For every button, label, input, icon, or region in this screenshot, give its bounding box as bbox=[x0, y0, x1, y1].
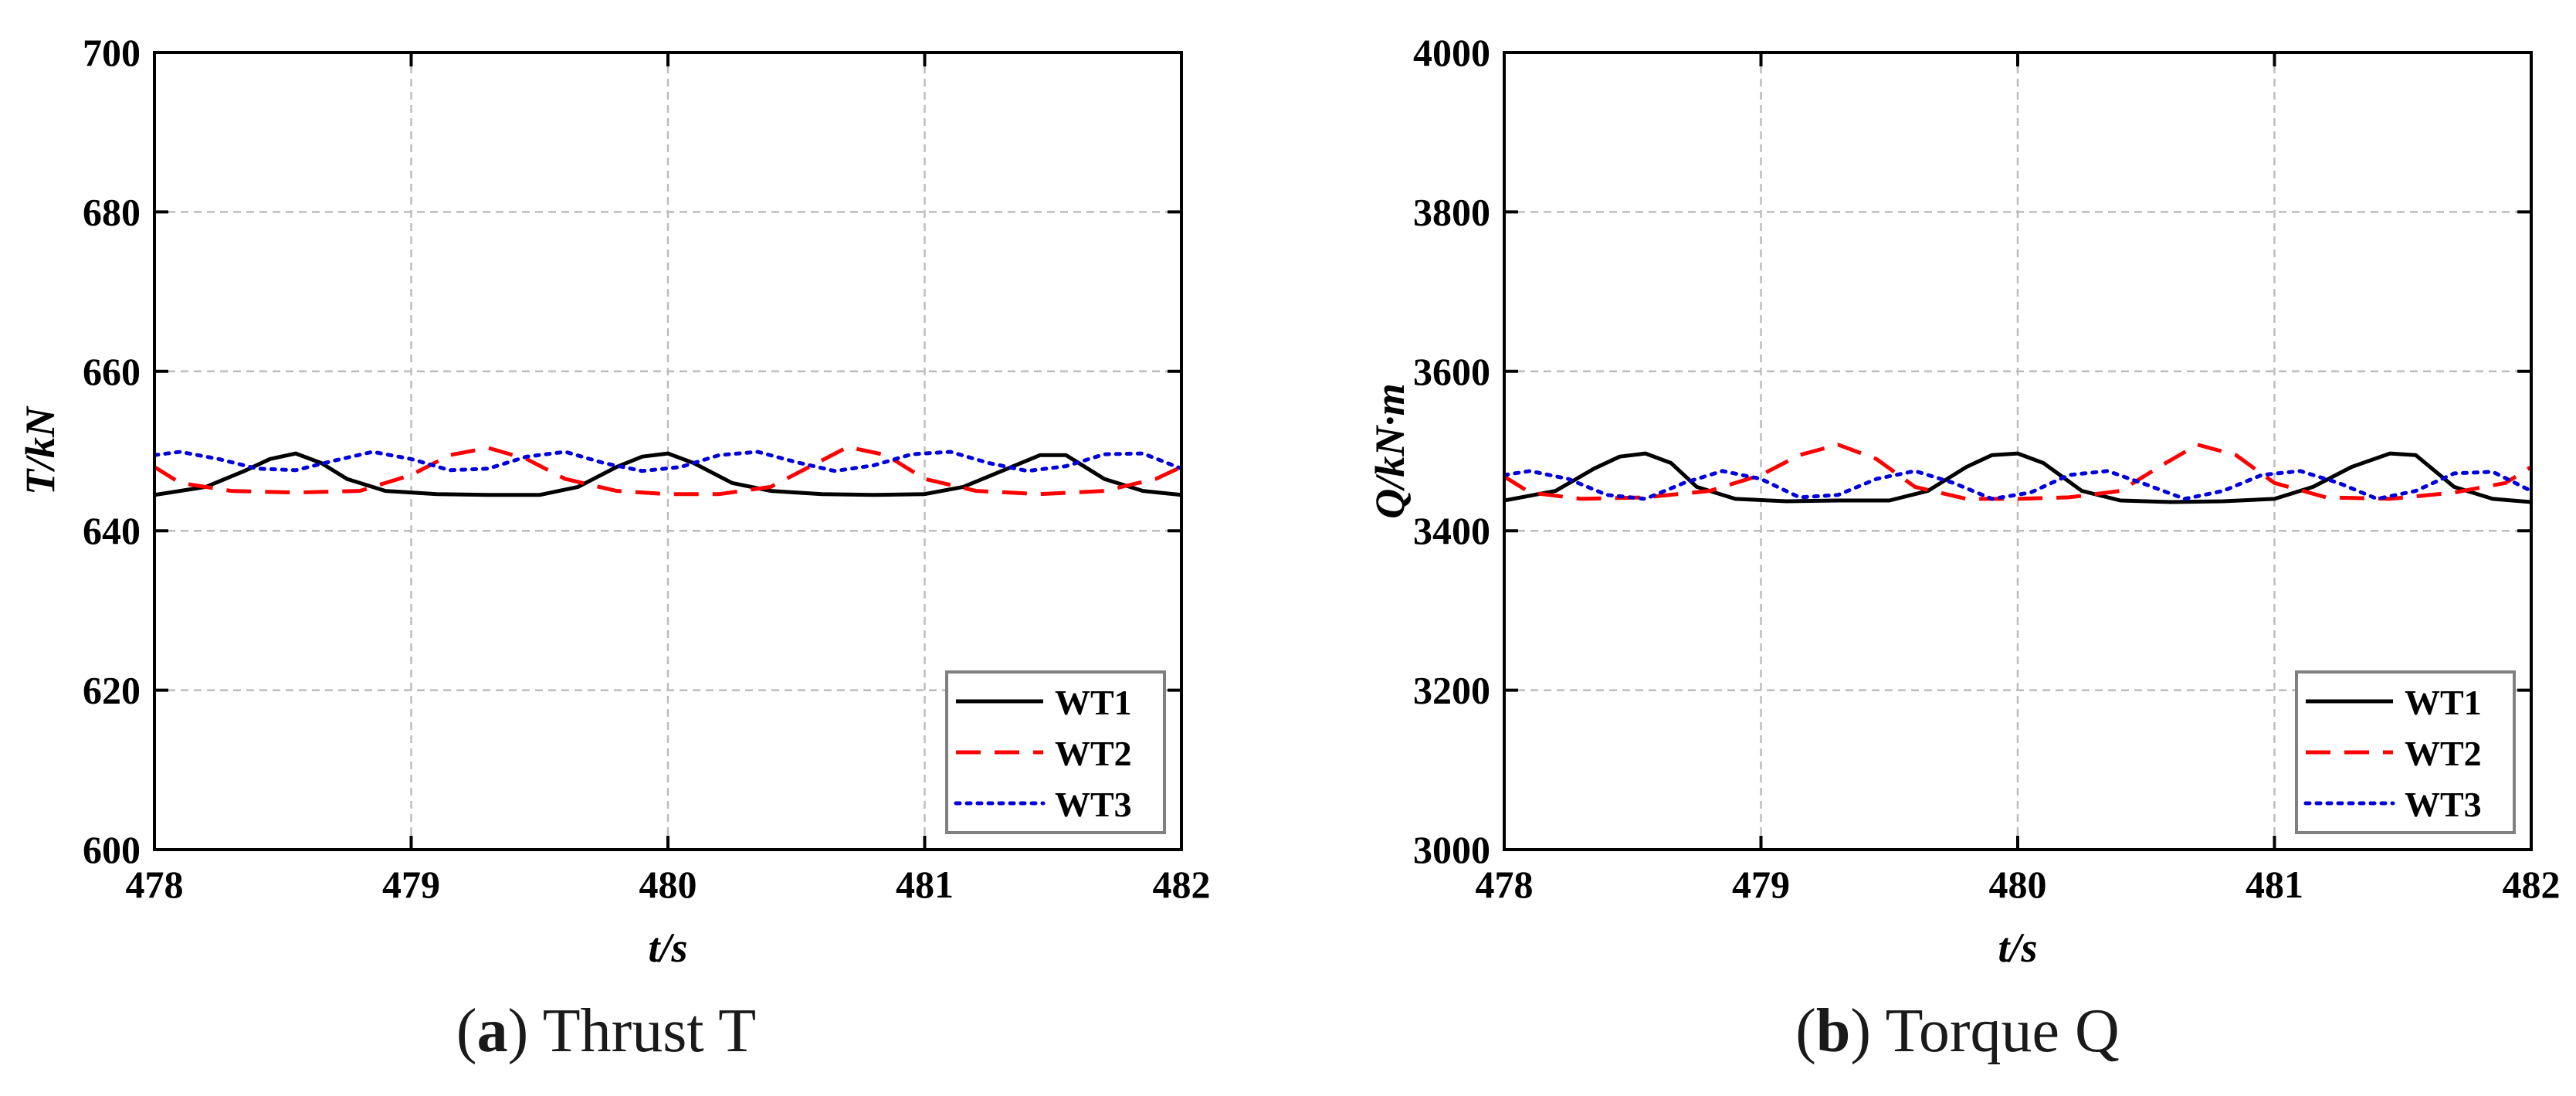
panel-b-ytick-label-1: 3200 bbox=[1413, 669, 1490, 712]
panel-a-legend: WT1 WT2 WT3 bbox=[945, 670, 1166, 834]
panel-a-legend-label-wt1: WT1 bbox=[1055, 683, 1132, 722]
panel-b-ylabel: Q/kN·m bbox=[1367, 383, 1413, 519]
panel-b-torque: 478 479 480 481 482 3000 3200 3400 3600 3800 4000 t… bbox=[1367, 31, 2561, 971]
panel-b-xtick-label-4: 482 bbox=[2503, 863, 2561, 906]
panel-a-xtick-label-2: 480 bbox=[639, 863, 697, 906]
panel-a-xlabel: t/s bbox=[648, 925, 687, 971]
panel-b-xtick-label-3: 481 bbox=[2246, 863, 2303, 906]
panel-b-ytick-label-4: 3800 bbox=[1413, 190, 1490, 233]
panel-b-series-wt2 bbox=[1504, 443, 2531, 501]
panel-b-legend-label-wt1: WT1 bbox=[2405, 683, 2482, 722]
panel-a-ytick-label-0: 600 bbox=[83, 828, 141, 871]
panel-a-ytick-label-1: 620 bbox=[83, 669, 141, 712]
caption-a-letter: a bbox=[476, 997, 508, 1065]
caption-b-letter: b bbox=[1815, 997, 1851, 1065]
caption-b-text: Torque Q bbox=[1885, 997, 2120, 1065]
panel-b-xlabel: t/s bbox=[1998, 925, 2037, 971]
panel-a-xtick-label-0: 478 bbox=[126, 863, 184, 906]
panel-b-legend-label-wt2: WT2 bbox=[2405, 734, 2482, 773]
panel-b-ytick-label-5: 4000 bbox=[1413, 31, 1490, 74]
panel-a-ylabel: T/kN bbox=[17, 405, 63, 495]
panel-b-series-wt1 bbox=[1504, 451, 2531, 504]
caption-b: (b) Torque Q bbox=[1795, 997, 2120, 1065]
panel-a-xtick-label-3: 481 bbox=[896, 863, 954, 906]
panel-a-legend-label-wt2: WT2 bbox=[1055, 734, 1132, 773]
panel-b-xtick-label-1: 479 bbox=[1732, 863, 1790, 906]
panel-a-xtick-label-4: 482 bbox=[1153, 863, 1211, 906]
panel-b-legend: WT1 WT2 WT3 bbox=[2295, 670, 2516, 834]
panel-a-legend-box bbox=[945, 670, 1166, 834]
panel-a-series-wt1 bbox=[154, 451, 1181, 497]
panel-b-legend-label-wt3: WT3 bbox=[2405, 785, 2482, 824]
panel-b-xtick-label-0: 478 bbox=[1476, 863, 1534, 906]
panel-b-ytick-label-0: 3000 bbox=[1413, 828, 1490, 871]
panel-b-xtick-label-2: 480 bbox=[1989, 863, 2047, 906]
caption-a: (a) Thrust T bbox=[456, 997, 757, 1065]
panel-b-series-wt3 bbox=[1504, 469, 2531, 501]
panel-a-ytick-label-2: 640 bbox=[83, 509, 141, 552]
panel-a-ytick-label-4: 680 bbox=[83, 190, 141, 233]
panel-a-thrust: 478 479 480 481 482 600 620 640 660 680 700 t/s T/kN… bbox=[17, 31, 1211, 971]
panel-b-ytick-label-2: 3400 bbox=[1413, 509, 1490, 552]
panel-a-ytick-label-3: 660 bbox=[83, 350, 141, 393]
panel-b-legend-box bbox=[2295, 670, 2516, 834]
panel-a-series-wt3 bbox=[154, 450, 1181, 473]
caption-a-text: Thrust T bbox=[542, 997, 757, 1065]
panel-a-ytick-label-5: 700 bbox=[83, 31, 141, 74]
panel-a-xtick-label-1: 479 bbox=[382, 863, 440, 906]
panel-a-legend-label-wt3: WT3 bbox=[1055, 785, 1132, 824]
panel-b-ytick-label-3: 3600 bbox=[1413, 350, 1490, 393]
